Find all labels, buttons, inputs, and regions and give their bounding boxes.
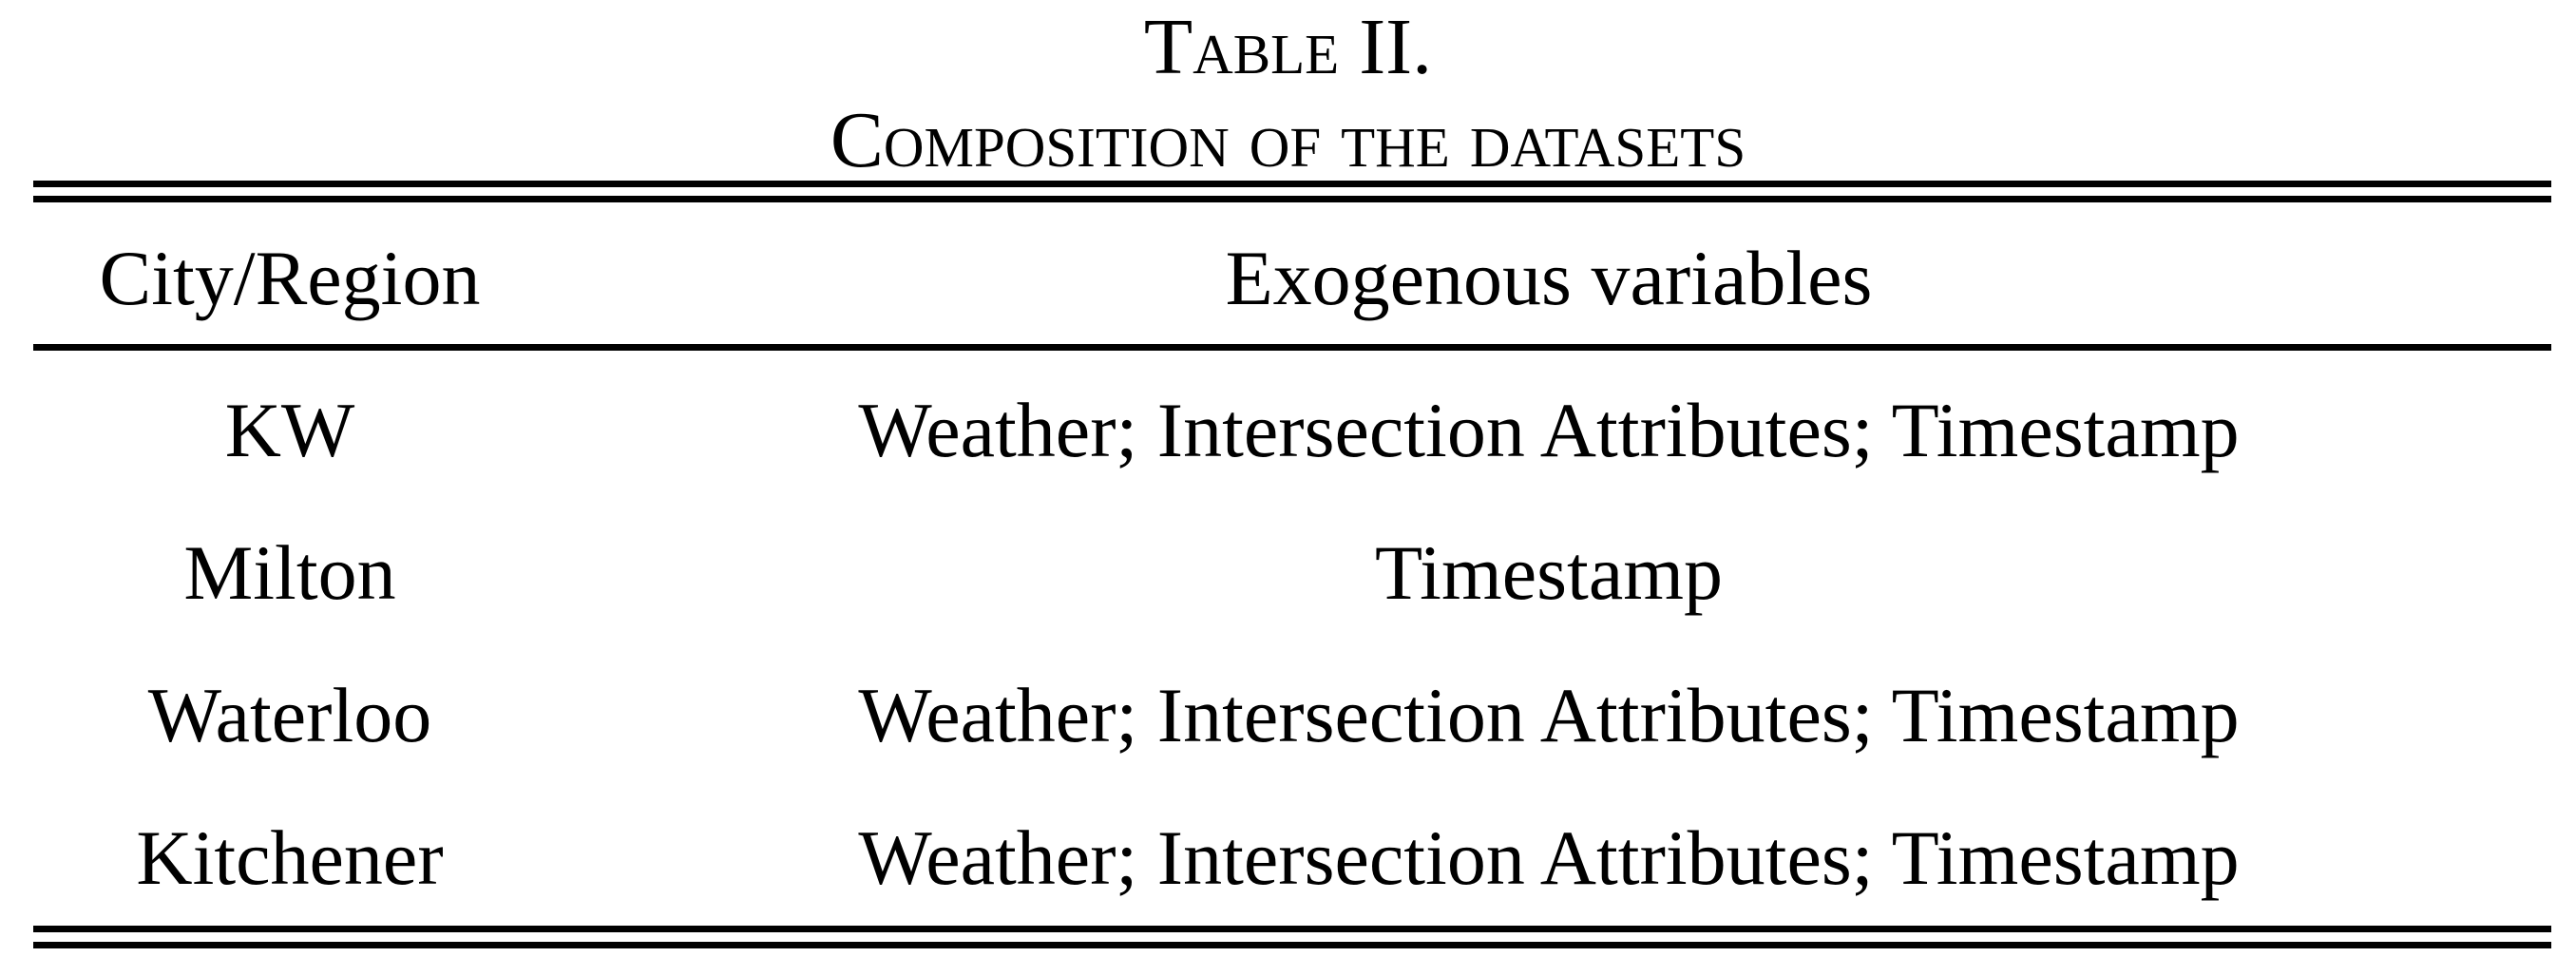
top-rule-upper (33, 181, 2551, 187)
table-row-2-variables: Weather; Intersection Attributes; Timest… (858, 672, 2240, 758)
table-row-1-city: Milton (183, 529, 396, 616)
top-rule-lower (33, 196, 2551, 202)
table-row-3-variables: Weather; Intersection Attributes; Timest… (858, 814, 2240, 901)
table-row-2-city: Waterloo (147, 672, 432, 758)
bottom-rule-lower (33, 942, 2551, 948)
table-row-3-city: Kitchener (136, 814, 444, 901)
header-rule (33, 344, 2551, 351)
header-exogenous-variables: Exogenous variables (1225, 235, 1873, 321)
table-row-0-city: KW (224, 387, 355, 473)
bottom-rule-upper (33, 926, 2551, 932)
table-row-1-variables: Timestamp (1374, 529, 1724, 616)
table-row-0-variables: Weather; Intersection Attributes; Timest… (858, 387, 2240, 473)
table-caption-label: Table II. (1143, 3, 1433, 91)
header-city-region: City/Region (99, 235, 481, 321)
table-caption-title: Composition of the datasets (830, 96, 1746, 184)
